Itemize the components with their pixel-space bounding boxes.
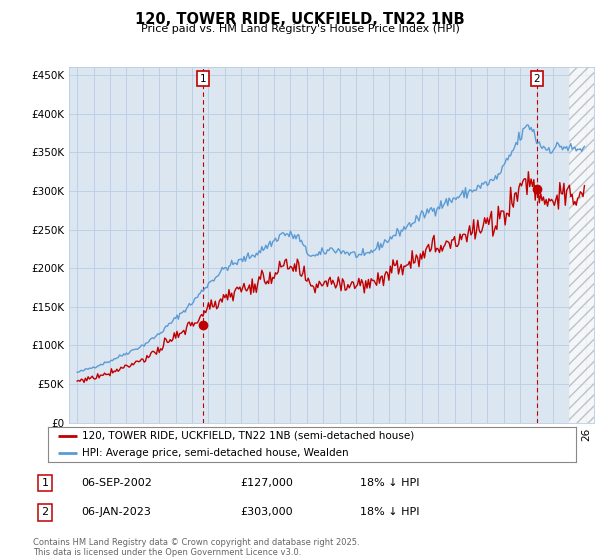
Text: Contains HM Land Registry data © Crown copyright and database right 2025.
This d: Contains HM Land Registry data © Crown c… [33, 538, 359, 557]
Text: £303,000: £303,000 [240, 507, 293, 517]
Text: 120, TOWER RIDE, UCKFIELD, TN22 1NB (semi-detached house): 120, TOWER RIDE, UCKFIELD, TN22 1NB (sem… [82, 431, 415, 441]
Text: 18% ↓ HPI: 18% ↓ HPI [360, 478, 419, 488]
Bar [569, 67, 594, 423]
Text: 18% ↓ HPI: 18% ↓ HPI [360, 507, 419, 517]
Text: HPI: Average price, semi-detached house, Wealden: HPI: Average price, semi-detached house,… [82, 449, 349, 458]
Text: 1: 1 [200, 74, 206, 84]
Text: £127,000: £127,000 [240, 478, 293, 488]
Text: 1: 1 [41, 478, 49, 488]
Bar [569, 67, 594, 423]
Text: 2: 2 [41, 507, 49, 517]
Text: 120, TOWER RIDE, UCKFIELD, TN22 1NB: 120, TOWER RIDE, UCKFIELD, TN22 1NB [135, 12, 465, 27]
Text: Price paid vs. HM Land Registry's House Price Index (HPI): Price paid vs. HM Land Registry's House … [140, 24, 460, 34]
Text: 06-JAN-2023: 06-JAN-2023 [81, 507, 151, 517]
Text: 06-SEP-2002: 06-SEP-2002 [81, 478, 152, 488]
Text: 2: 2 [533, 74, 540, 84]
